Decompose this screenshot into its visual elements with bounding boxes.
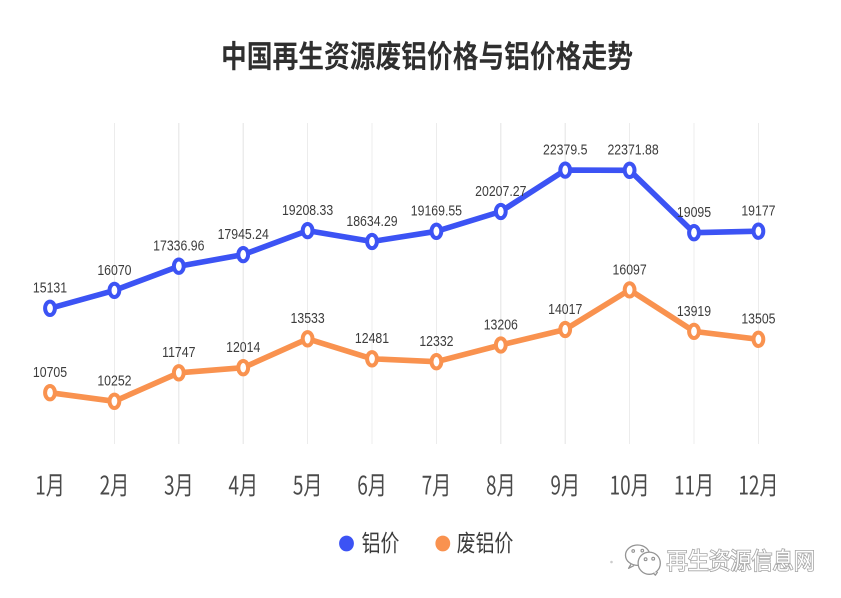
svg-text:14017: 14017 — [548, 301, 582, 317]
svg-text:18634.29: 18634.29 — [346, 213, 397, 229]
svg-text:11747: 11747 — [162, 344, 195, 360]
svg-text:12332: 12332 — [419, 333, 453, 349]
svg-text:22371.88: 22371.88 — [607, 142, 659, 158]
svg-text:19169.55: 19169.55 — [411, 203, 463, 219]
svg-text:12481: 12481 — [355, 330, 389, 346]
svg-text:22379.5: 22379.5 — [543, 141, 588, 157]
svg-text:19208.33: 19208.33 — [282, 202, 334, 218]
svg-text:19177: 19177 — [741, 202, 775, 218]
svg-text:17945.24: 17945.24 — [218, 226, 270, 242]
svg-text:15131: 15131 — [33, 280, 67, 296]
svg-text:12014: 12014 — [226, 339, 261, 355]
svg-text:13206: 13206 — [484, 316, 519, 332]
svg-text:20207.27: 20207.27 — [475, 183, 526, 199]
svg-text:10252: 10252 — [97, 373, 131, 389]
svg-text:16097: 16097 — [613, 261, 647, 277]
svg-text:19095: 19095 — [677, 204, 712, 220]
svg-text:16070: 16070 — [97, 262, 132, 278]
svg-text:13919: 13919 — [677, 303, 711, 319]
svg-text:17336.96: 17336.96 — [153, 237, 205, 253]
svg-text:13533: 13533 — [291, 310, 326, 326]
svg-text:10705: 10705 — [33, 364, 68, 380]
svg-text:13505: 13505 — [741, 311, 776, 327]
